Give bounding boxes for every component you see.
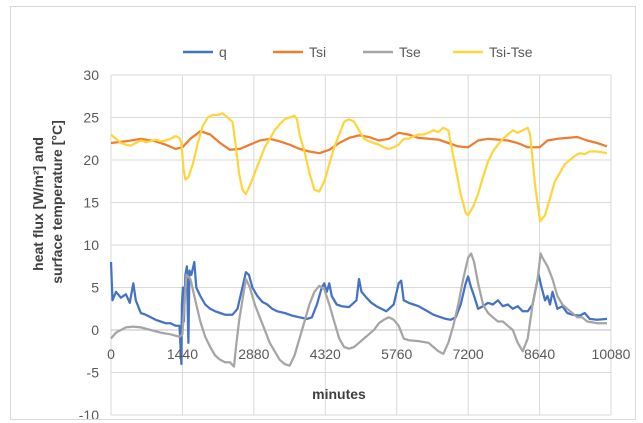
legend-label: Tse (399, 44, 421, 60)
series-line-tsi-tse (110, 112, 608, 223)
y-tick-label: 20 (83, 152, 99, 168)
legend: q Tsi Tse Tsi-Tse (183, 44, 533, 60)
y-tick-label: 30 (83, 67, 99, 83)
chart-area: -10 -5 0 5 10 15 20 25 30 0 1440 2880 4320 5760 7200 8… (10, 6, 636, 420)
legend-label: Tsi-Tse (489, 44, 533, 60)
y-axis-title-line-1: heat flux [W/m²] and (30, 137, 46, 271)
x-tick-label: 7200 (453, 346, 484, 362)
y-axis-title-line-2: surface temperature [°C] (49, 120, 65, 284)
legend-label: Tsi (309, 44, 326, 60)
gridlines (110, 74, 612, 416)
y-tick-label: 25 (83, 110, 99, 126)
y-tick-label: 5 (91, 280, 99, 296)
x-tick-label: 2880 (238, 346, 269, 362)
x-tick-label: 1440 (167, 346, 198, 362)
x-tick-label: 0 (107, 346, 115, 362)
y-tick-label: -10 (79, 407, 99, 419)
x-axis-ticks: 0 1440 2880 4320 5760 7200 8640 10080 (107, 346, 631, 362)
y-tick-label: 0 (91, 322, 99, 338)
y-tick-label: 15 (83, 195, 99, 211)
x-axis-title: minutes (312, 386, 366, 402)
y-tick-label: 10 (83, 237, 99, 253)
y-axis-ticks: -10 -5 0 5 10 15 20 25 30 (79, 67, 99, 419)
x-tick-label: 8640 (524, 346, 555, 362)
series-lines (109, 112, 608, 368)
x-tick-label: 4320 (310, 346, 341, 362)
y-tick-label: -5 (87, 365, 100, 381)
series-line-tse (110, 252, 607, 368)
line-chart: -10 -5 0 5 10 15 20 25 30 0 1440 2880 4320 5760 7200 8… (30, 44, 631, 419)
x-tick-label: 5760 (381, 346, 412, 362)
x-tick-label: 10080 (592, 346, 631, 362)
y-axis-title: heat flux [W/m²] and surface temperature… (30, 120, 65, 284)
legend-label: q (219, 44, 227, 60)
series-line-q (109, 260, 608, 366)
